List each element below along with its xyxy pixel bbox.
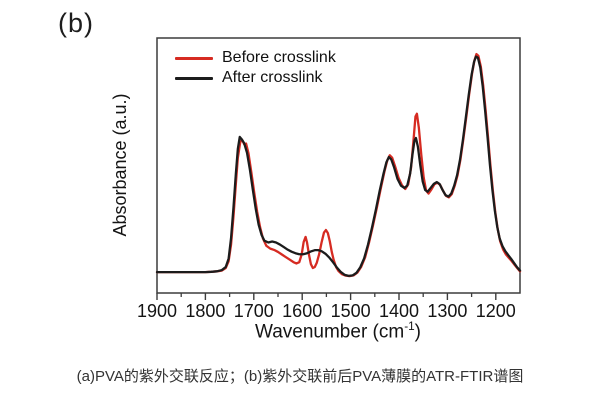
plot-frame [156, 37, 521, 294]
x-tick-label: 1700 [234, 301, 274, 321]
legend-item-after-crosslink: After crosslink [175, 68, 336, 88]
x-tick-label: 1900 [137, 301, 177, 321]
panel-label: (b) [58, 8, 94, 38]
after-crosslink-line-swatch [175, 76, 213, 80]
figure-caption: (a)PVA的紫外交联反应；(b)紫外交联前后PVA薄膜的ATR-FTIR谱图 [76, 368, 524, 385]
x-tick-label: 1300 [427, 301, 467, 321]
x-axis-label-close: ) [414, 321, 421, 343]
legend-item-before-crosslink: Before crosslink [175, 48, 336, 68]
x-tick-label: 1800 [185, 301, 225, 321]
x-tick-label: 1200 [476, 301, 516, 321]
y-axis-label: Absorbance (a.u.) [110, 93, 130, 237]
x-tick-label: 1400 [379, 301, 419, 321]
x-tick-label: 1600 [282, 301, 322, 321]
legend-label-before: Before crosslink [222, 49, 336, 66]
legend: Before crosslink After crosslink [175, 48, 336, 88]
x-axis-label-base: Wavenumber (cm [254, 321, 405, 343]
x-axis-label: Wavenumber (cm-1) [188, 320, 488, 343]
x-tick-label: 1500 [331, 301, 371, 321]
before-crosslink-line-swatch [175, 56, 213, 60]
after-crosslink-curve [155, 55, 522, 278]
x-axis-label-sup: -1 [404, 320, 415, 333]
legend-label-after: After crosslink [222, 69, 323, 86]
